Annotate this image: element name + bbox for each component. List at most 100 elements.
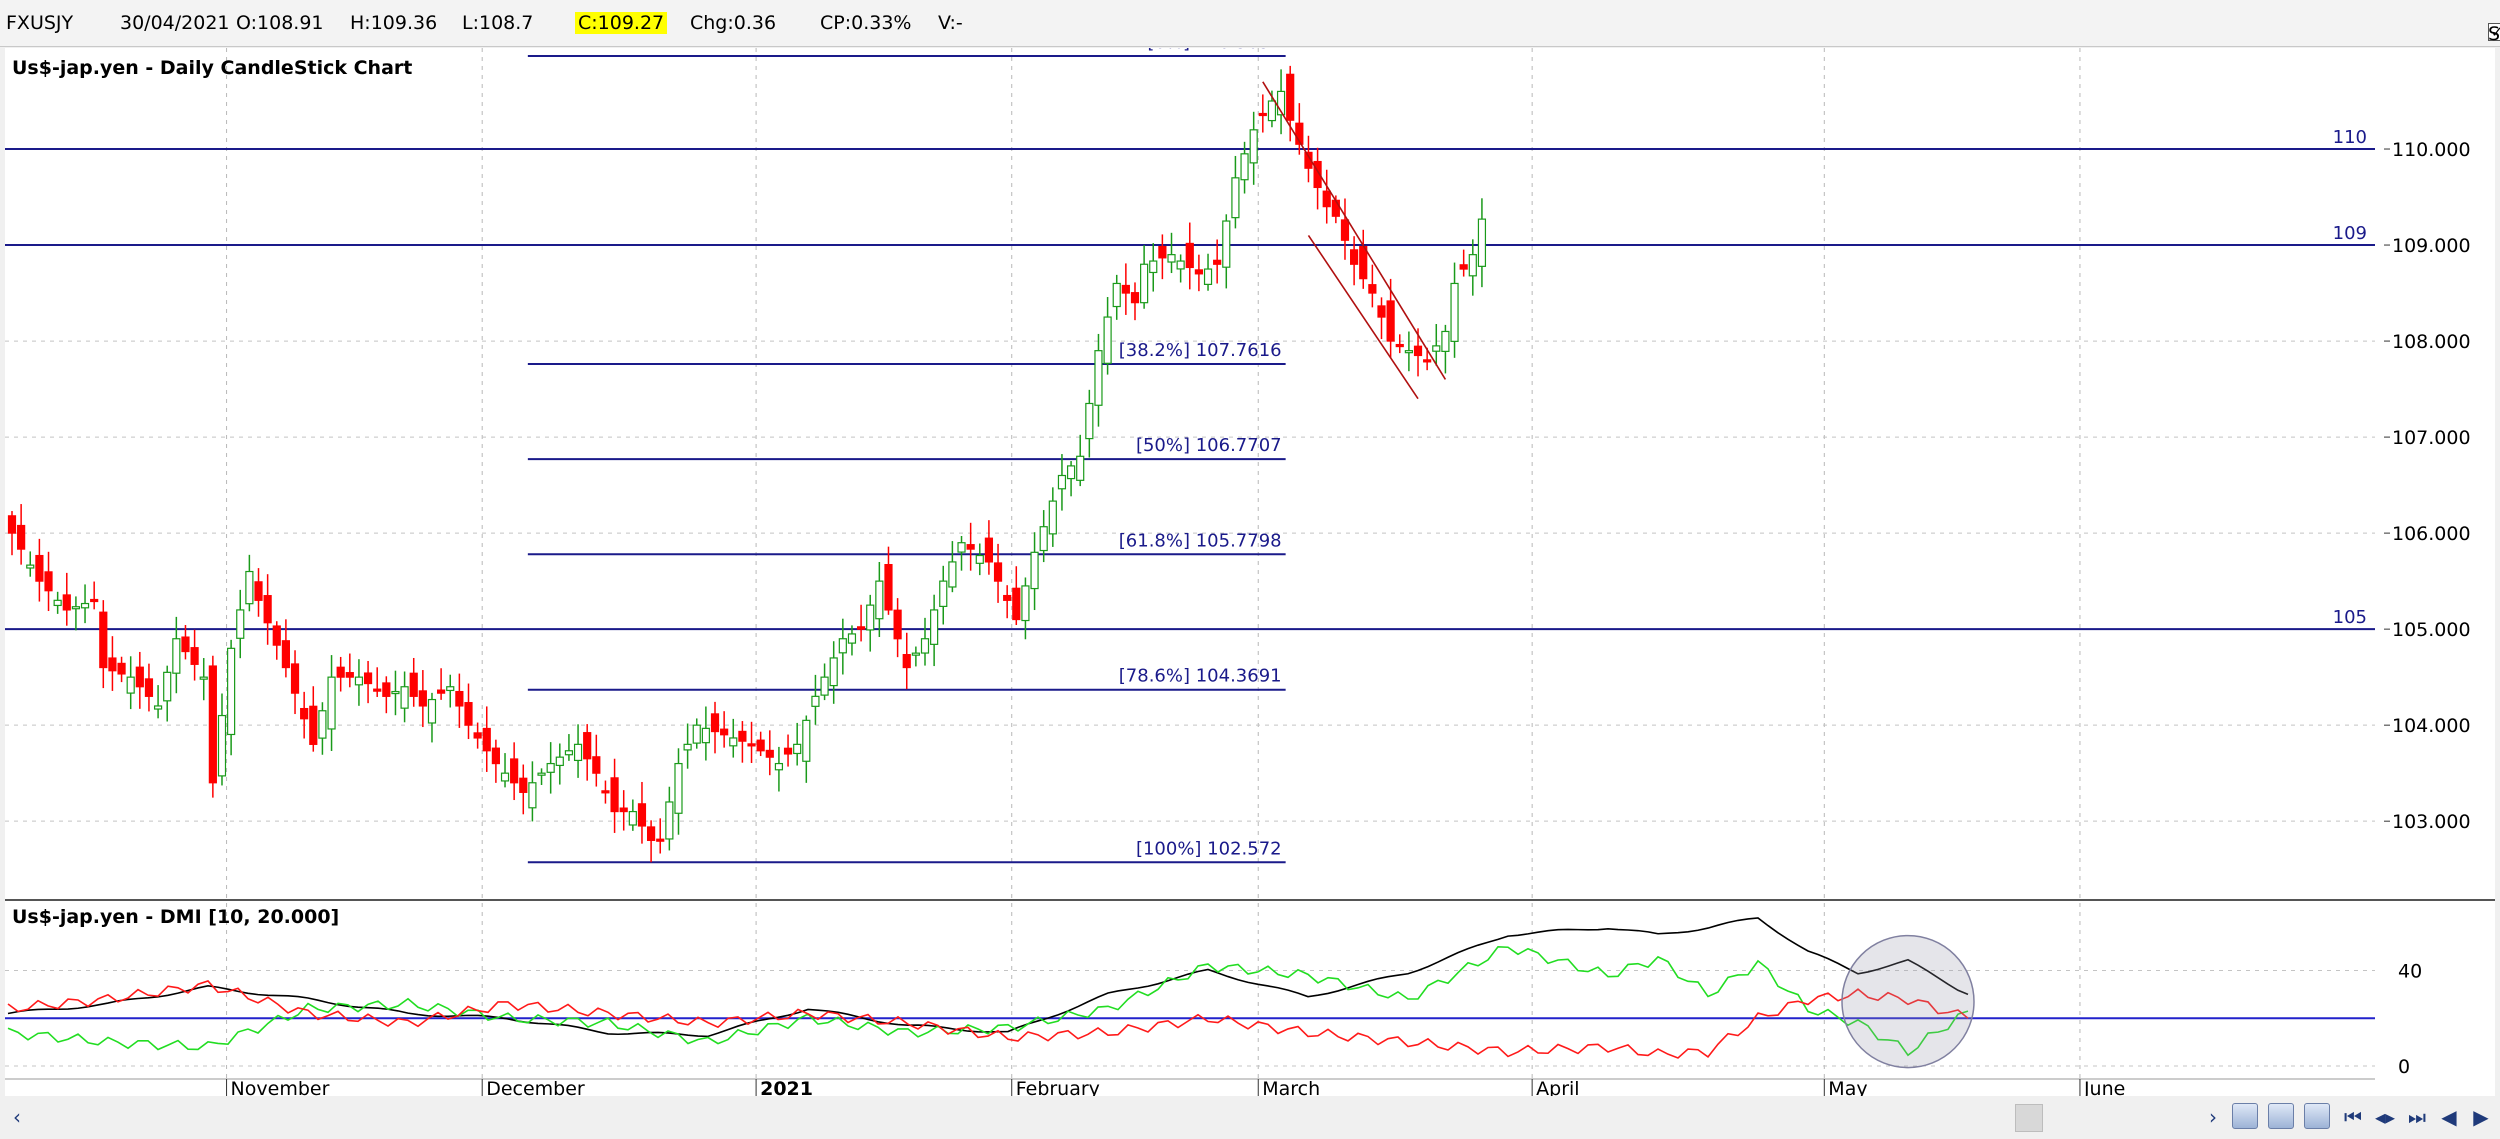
candle-body xyxy=(1231,177,1240,219)
zoom-out-icon[interactable] xyxy=(2268,1103,2294,1129)
candle-body xyxy=(1267,100,1277,122)
candle-body xyxy=(382,682,391,697)
candle-body xyxy=(290,663,300,694)
candle-body xyxy=(300,707,309,720)
horizontal-line-label: 110 xyxy=(2333,127,2367,148)
candle-body xyxy=(902,654,911,669)
candle-body xyxy=(400,686,409,709)
candle-body xyxy=(17,524,26,550)
x-axis-month-label: April xyxy=(1536,1078,1579,1096)
x-axis-month-label: June xyxy=(2083,1078,2125,1096)
candle-body xyxy=(820,676,829,696)
dmi-y-tick-label: 0 xyxy=(2398,1056,2410,1078)
candle-body xyxy=(1331,199,1340,217)
candle-body xyxy=(1432,345,1441,352)
candle-body xyxy=(1194,269,1204,275)
y-axis-tick-label: 106.000 xyxy=(2392,523,2471,545)
candle-body xyxy=(62,594,71,611)
pan-icon[interactable] xyxy=(2304,1103,2330,1129)
scroll-thumb[interactable] xyxy=(2015,1104,2043,1132)
candle-body xyxy=(1076,455,1085,481)
candle-body xyxy=(144,678,154,697)
candle-body xyxy=(99,611,108,669)
checkbox-check-icon: ✓ xyxy=(2488,23,2500,41)
date-text: 30/04/2021 xyxy=(120,12,230,34)
candle-body xyxy=(939,580,948,608)
candle-body xyxy=(245,570,254,605)
candle-body xyxy=(975,554,984,564)
candle-body xyxy=(1368,284,1377,294)
horizontal-scrollbar[interactable]: ‹ › ⏮ ◂▸ ⏭ ◀ ▶ xyxy=(0,1096,2500,1139)
candle-body xyxy=(236,609,245,639)
next-icon[interactable]: ▶ xyxy=(2473,1105,2489,1129)
candle-body xyxy=(1149,260,1158,274)
candle-body xyxy=(592,756,601,774)
change-text: Chg:0.36 xyxy=(690,12,777,34)
candle-body xyxy=(336,666,345,678)
candle-body xyxy=(875,580,884,620)
candle-body xyxy=(309,705,318,745)
candle-body xyxy=(948,561,957,588)
candle-body xyxy=(1222,220,1231,268)
candle-body xyxy=(1066,465,1076,480)
candle-body xyxy=(1158,245,1167,259)
candle-body xyxy=(1048,500,1057,535)
scroll-right-icon[interactable]: › xyxy=(2209,1105,2217,1129)
candle-body xyxy=(884,564,893,611)
candle-body xyxy=(637,803,647,827)
candle-body xyxy=(1377,305,1386,318)
horizontal-line-label: 105 xyxy=(2333,607,2367,628)
candle-body xyxy=(628,810,637,826)
candle-body xyxy=(866,604,875,631)
candle-body xyxy=(1304,151,1313,169)
dmi-minus-line xyxy=(7,980,1969,1059)
candle-body xyxy=(1249,129,1258,164)
y-axis-tick-label: 108.000 xyxy=(2392,331,2471,353)
dmi-highlight-circle xyxy=(1841,934,1975,1069)
scroll-left-icon[interactable]: ‹ xyxy=(13,1105,21,1129)
y-axis-tick-label: 110.000 xyxy=(2392,139,2471,161)
candle-body xyxy=(811,695,820,707)
end-bar-icon[interactable]: ⏭ xyxy=(2408,1105,2426,1129)
candle-body xyxy=(802,719,811,762)
x-axis-month-label: February xyxy=(1016,1078,1100,1096)
candle-body xyxy=(153,705,163,710)
candle-body xyxy=(455,690,464,707)
prev-icon[interactable]: ◀ xyxy=(2441,1105,2457,1129)
show-last-label: Show Last xyxy=(2488,23,2500,45)
candle-body xyxy=(1112,282,1121,308)
candle-body xyxy=(546,762,555,773)
candle-body xyxy=(373,688,382,692)
candle-body xyxy=(1423,359,1432,363)
price-chart-title: Us$-jap.yen - Daily CandleStick Chart xyxy=(12,57,412,79)
candle-body xyxy=(199,676,208,680)
candle-body xyxy=(1313,160,1322,189)
channel-upper-line xyxy=(1262,81,1447,380)
candle-body xyxy=(601,790,610,794)
candle-body xyxy=(71,606,81,610)
candle-body xyxy=(1094,350,1103,406)
x-axis-month-label: May xyxy=(1828,1078,1867,1096)
candle-body xyxy=(1441,330,1450,352)
first-bar-icon[interactable]: ⏮ xyxy=(2344,1105,2362,1129)
dmi-y-tick-label: 40 xyxy=(2398,961,2422,983)
candle-body xyxy=(756,739,765,752)
y-axis-tick-label: 105.000 xyxy=(2392,619,2471,641)
candle-body xyxy=(1167,254,1176,263)
candle-body xyxy=(1450,282,1459,342)
zoom-in-icon[interactable] xyxy=(2232,1103,2258,1129)
candle-body xyxy=(1322,190,1331,208)
candle-body xyxy=(984,537,994,563)
candle-body xyxy=(482,727,491,752)
quote-header: FXUSJY 30/04/2021 O:108.91 H:109.36 L:10… xyxy=(0,0,2500,47)
candle-body xyxy=(729,737,738,747)
symbol-text: FXUSJY xyxy=(6,12,74,34)
candle-body xyxy=(993,562,1003,582)
x-axis-month-label: November xyxy=(231,1078,330,1096)
fibonacci-levels: [0%] 110.9694 [38.2%] 107.7616 [50%] 106.7… xyxy=(527,48,1286,864)
candle-body xyxy=(1295,122,1304,145)
candle-body xyxy=(957,542,966,553)
candle-body xyxy=(172,638,181,674)
price-axis: 103.000 104.000 105.000 106.000 107.000 108.0… xyxy=(2384,139,2471,833)
fit-icon[interactable]: ◂▸ xyxy=(2374,1105,2396,1129)
